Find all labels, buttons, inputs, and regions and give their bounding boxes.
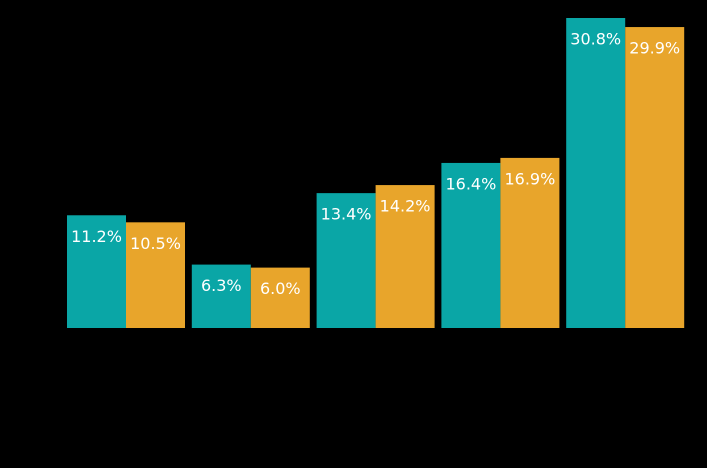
value-label: 14.2%: [380, 197, 431, 216]
bar: [126, 222, 185, 328]
bar: [316, 193, 376, 328]
value-label: 10.5%: [130, 234, 181, 253]
bar: [566, 18, 626, 328]
bar: [250, 267, 310, 328]
bar: [441, 162, 501, 328]
value-label: 16.9%: [504, 169, 555, 188]
value-label: 11.2%: [71, 227, 122, 246]
bar: [625, 27, 685, 328]
bar: [500, 157, 560, 328]
value-label: 16.4%: [445, 174, 496, 193]
value-label: 30.8%: [570, 30, 621, 49]
bar: [375, 185, 435, 328]
bar: [67, 215, 126, 328]
value-label: 6.3%: [201, 276, 242, 295]
value-label: 6.0%: [260, 279, 301, 298]
value-label: 13.4%: [321, 205, 372, 224]
value-label: 29.9%: [629, 39, 680, 58]
bar: [191, 264, 251, 328]
